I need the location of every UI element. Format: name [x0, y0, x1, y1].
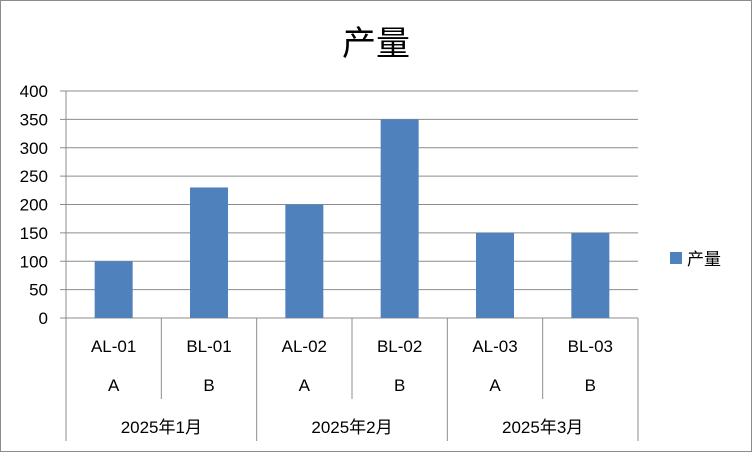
x-category-label: AL-03 [472, 337, 517, 356]
bar [380, 119, 419, 318]
x-category-label: AL-01 [91, 337, 136, 356]
x-category-label: BL-02 [377, 337, 422, 356]
y-tick-label: 0 [39, 309, 48, 328]
x-subcategory-label: A [299, 376, 311, 395]
x-group-label: 2025年3月 [502, 418, 583, 437]
y-tick-label: 50 [29, 281, 48, 300]
x-subcategory-label: A [108, 376, 120, 395]
y-tick-label: 150 [20, 224, 48, 243]
y-tick-label: 100 [20, 252, 48, 271]
x-subcategory-label: B [585, 376, 596, 395]
x-category-label: BL-01 [186, 337, 231, 356]
x-subcategory-label: B [203, 376, 214, 395]
grid-lines [60, 90, 638, 441]
y-tick-label: 400 [20, 82, 48, 101]
x-subcategory-label: A [489, 376, 501, 395]
legend-label: 产量 [687, 250, 721, 270]
bars [94, 119, 610, 318]
y-tick-label: 250 [20, 167, 48, 186]
x-category-label: BL-03 [568, 337, 613, 356]
bar [571, 232, 610, 318]
legend: 产量 [670, 250, 721, 270]
y-tick-label: 200 [20, 196, 48, 215]
bar [94, 261, 133, 318]
bar [476, 232, 514, 318]
x-category-label: AL-02 [282, 337, 327, 356]
y-axis-ticks: 0 50 100 150 200 250 300 350 400 [20, 82, 48, 328]
x-axis: AL-01 A BL-01 B AL-02 A BL-02 B AL-03 A BL-03 B 2025… [91, 318, 639, 441]
legend-swatch [670, 252, 682, 264]
bar [190, 187, 228, 318]
x-subcategory-label: B [394, 376, 405, 395]
x-group-label: 2025年2月 [311, 418, 392, 437]
chart-title: 产量 [342, 24, 410, 64]
x-group-label: 2025年1月 [121, 418, 202, 437]
bar [285, 204, 324, 318]
y-tick-label: 350 [20, 110, 48, 129]
y-tick-label: 300 [20, 139, 48, 158]
